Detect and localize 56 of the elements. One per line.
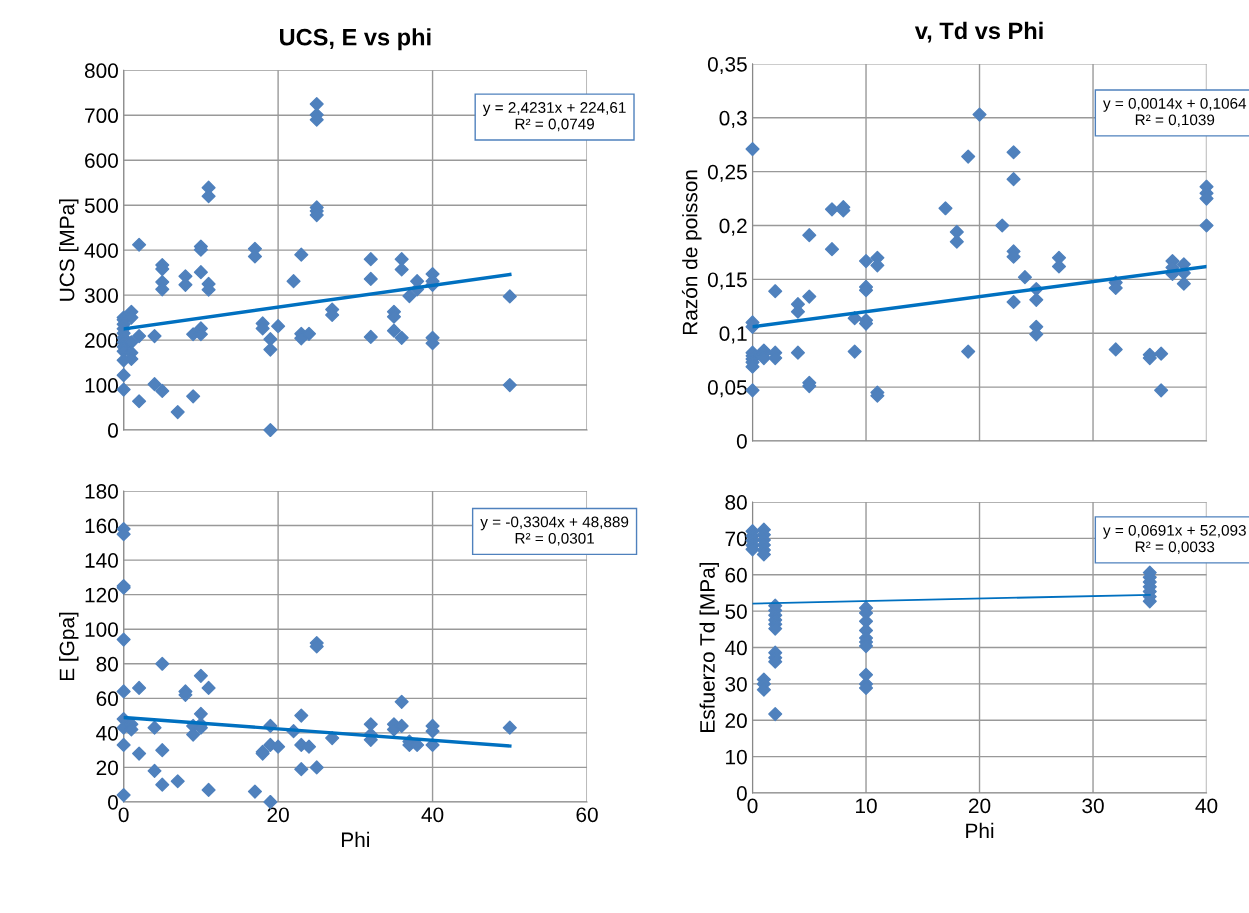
annotation: y = 0,0014x + 0,1064 R² = 0,1039 bbox=[1103, 97, 1247, 128]
y-tick-label: 50 bbox=[725, 604, 747, 619]
y-tick-label: 40 bbox=[724, 640, 747, 656]
annotation: y = -0,3304x + 48,889 R² = 0,0301 bbox=[480, 516, 629, 546]
x-tick-label: 60 bbox=[576, 807, 598, 823]
y-axis-title: Esfuerzo Td [MPa] bbox=[699, 562, 719, 732]
y-tick-label: 100 bbox=[85, 622, 118, 637]
y-tick-label: 0 bbox=[108, 423, 118, 438]
y-tick-label: 30 bbox=[725, 676, 747, 692]
y-tick-label: 0,25 bbox=[707, 164, 747, 182]
y-tick-label: 70 bbox=[725, 531, 747, 547]
y-tick-label: 180 bbox=[85, 484, 118, 499]
x-tick-label: 20 bbox=[968, 798, 991, 814]
y-tick-label: 20 bbox=[96, 760, 118, 776]
y-tick-label: 60 bbox=[725, 567, 747, 583]
y-tick-label: 0,15 bbox=[707, 272, 747, 290]
x-axis-title: Phi bbox=[341, 831, 369, 847]
y-axis-title: UCS [MPa] bbox=[59, 199, 79, 301]
y-tick-label: 0,3 bbox=[719, 110, 747, 128]
x-tick-label: 30 bbox=[1082, 798, 1104, 814]
y-tick-label: 300 bbox=[84, 288, 118, 303]
y-tick-label: 0,2 bbox=[719, 218, 747, 236]
annotation: y = 0,0691x + 52,093 R² = 0,0033 bbox=[1103, 524, 1246, 555]
y-tick-label: 0,1 bbox=[719, 326, 747, 344]
x-tick-label: 0 bbox=[747, 798, 758, 814]
y-tick-label: 100 bbox=[85, 378, 118, 393]
y-tick-label: 20 bbox=[725, 713, 747, 729]
chart-title: UCS, E vs phi bbox=[280, 28, 431, 51]
x-tick-label: 40 bbox=[1195, 798, 1218, 814]
y-tick-label: 80 bbox=[96, 656, 118, 672]
y-axis-title: Razón de poisson bbox=[681, 170, 702, 335]
y-tick-label: 500 bbox=[84, 198, 118, 213]
y-tick-label: 0 bbox=[736, 786, 747, 801]
y-tick-label: 0,05 bbox=[707, 380, 747, 398]
x-tick-label: 10 bbox=[856, 798, 877, 814]
y-tick-label: 0,35 bbox=[707, 56, 747, 75]
y-tick-label: 400 bbox=[84, 243, 118, 258]
x-tick-label: 40 bbox=[421, 807, 444, 823]
y-tick-label: 10 bbox=[726, 749, 747, 765]
y-tick-label: 200 bbox=[85, 333, 118, 348]
y-tick-label: 140 bbox=[85, 553, 118, 568]
chart-title: v, Td vs Phi bbox=[914, 21, 1043, 43]
y-tick-label: 60 bbox=[96, 691, 118, 707]
y-tick-label: 800 bbox=[84, 63, 118, 79]
y-tick-label: 160 bbox=[85, 518, 118, 534]
y-tick-label: 80 bbox=[725, 495, 747, 510]
y-tick-label: 600 bbox=[85, 153, 118, 168]
y-tick-label: 40 bbox=[96, 725, 118, 741]
y-tick-label: 700 bbox=[85, 108, 118, 124]
x-tick-label: 0 bbox=[118, 807, 129, 823]
y-tick-label: 0 bbox=[736, 433, 747, 449]
y-tick-label: 120 bbox=[85, 587, 118, 603]
annotation: y = 2,4231x + 224,61 R² = 0,0749 bbox=[482, 102, 626, 132]
x-axis-title: Phi bbox=[966, 822, 994, 838]
y-axis-title: E [Gpa] bbox=[59, 612, 79, 681]
x-tick-label: 20 bbox=[267, 807, 289, 823]
